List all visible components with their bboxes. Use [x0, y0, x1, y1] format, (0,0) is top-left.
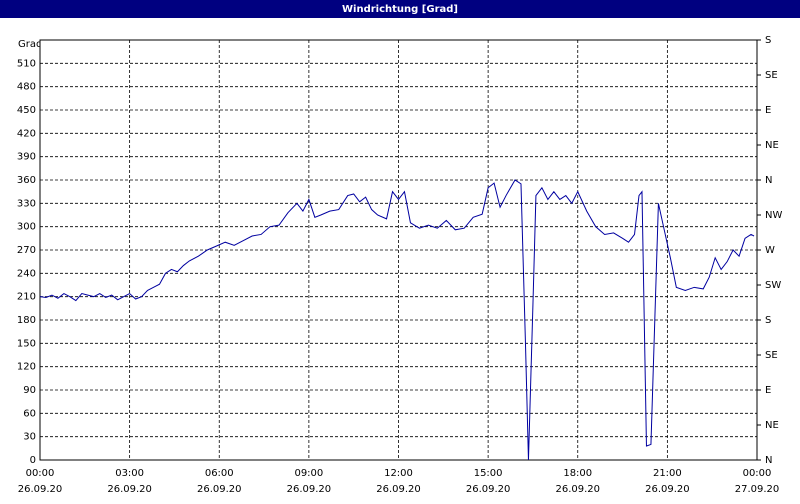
x-tick-date: 26.09.20	[645, 484, 690, 495]
y-tick-label: 450	[17, 105, 36, 116]
y2-tick-label: E	[765, 385, 771, 396]
y-tick-label: 330	[17, 198, 36, 209]
x-tick-date: 26.09.20	[18, 484, 63, 495]
y2-tick-label: W	[765, 245, 775, 256]
y2-tick-label: NE	[765, 140, 779, 151]
x-tick-label: 15:00	[474, 468, 503, 479]
y-tick-label: 300	[17, 222, 36, 233]
y2-tick-label: NW	[765, 210, 782, 221]
x-tick-label: 09:00	[294, 468, 323, 479]
x-tick-date: 26.09.20	[376, 484, 421, 495]
x-tick-label: 18:00	[563, 468, 592, 479]
x-tick-label: 12:00	[384, 468, 413, 479]
x-tick-date: 26.09.20	[107, 484, 152, 495]
y2-tick-label: NE	[765, 420, 779, 431]
y-tick-label: 210	[17, 292, 36, 303]
y2-tick-label: SE	[765, 70, 778, 81]
y-tick-label: 480	[17, 82, 36, 93]
y2-tick-label: N	[765, 175, 772, 186]
y-tick-label: 180	[17, 315, 36, 326]
y2-tick-label: E	[765, 105, 771, 116]
y2-tick-label: N	[765, 455, 772, 466]
y-tick-label: 0	[30, 455, 36, 466]
x-tick-label: 00:00	[743, 468, 772, 479]
y2-tick-label: S	[765, 315, 771, 326]
y-tick-label: 240	[17, 268, 36, 279]
x-tick-date: 27.09.20	[735, 484, 780, 495]
title-bar	[0, 0, 800, 18]
x-tick-date: 26.09.20	[555, 484, 600, 495]
x-tick-label: 00:00	[26, 468, 55, 479]
y-tick-label: 270	[17, 245, 36, 256]
y-tick-label: 360	[17, 175, 36, 186]
x-tick-date: 26.09.20	[287, 484, 332, 495]
x-tick-date: 26.09.20	[197, 484, 242, 495]
y-tick-label: 60	[23, 408, 36, 419]
data-line	[39, 179, 755, 461]
x-tick-label: 06:00	[205, 468, 234, 479]
y-tick-label: 120	[17, 362, 36, 373]
y-tick-label: 510	[17, 58, 36, 69]
chart-title: Windrichtung [Grad]	[342, 4, 458, 15]
x-tick-label: 03:00	[115, 468, 144, 479]
x-tick-date: 26.09.20	[466, 484, 511, 495]
y2-tick-label: S	[765, 35, 771, 46]
y-axis-label: Grad	[18, 39, 42, 50]
y-tick-label: 150	[17, 338, 36, 349]
y2-tick-label: SW	[765, 280, 781, 291]
y-tick-label: 90	[23, 385, 36, 396]
y-tick-label: 390	[17, 152, 36, 163]
y-tick-label: 420	[17, 128, 36, 139]
x-tick-label: 21:00	[653, 468, 682, 479]
y2-tick-label: SE	[765, 350, 778, 361]
y-tick-label: 30	[23, 432, 36, 443]
